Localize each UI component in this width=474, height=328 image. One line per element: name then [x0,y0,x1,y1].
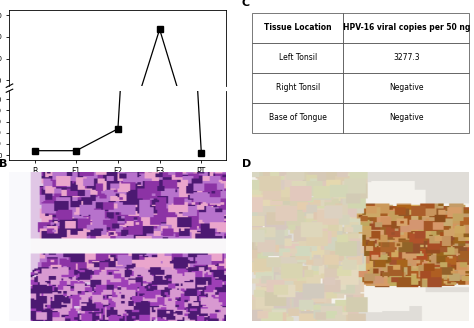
Text: B: B [0,159,7,169]
Text: D: D [242,159,251,169]
Text: C: C [242,0,250,8]
